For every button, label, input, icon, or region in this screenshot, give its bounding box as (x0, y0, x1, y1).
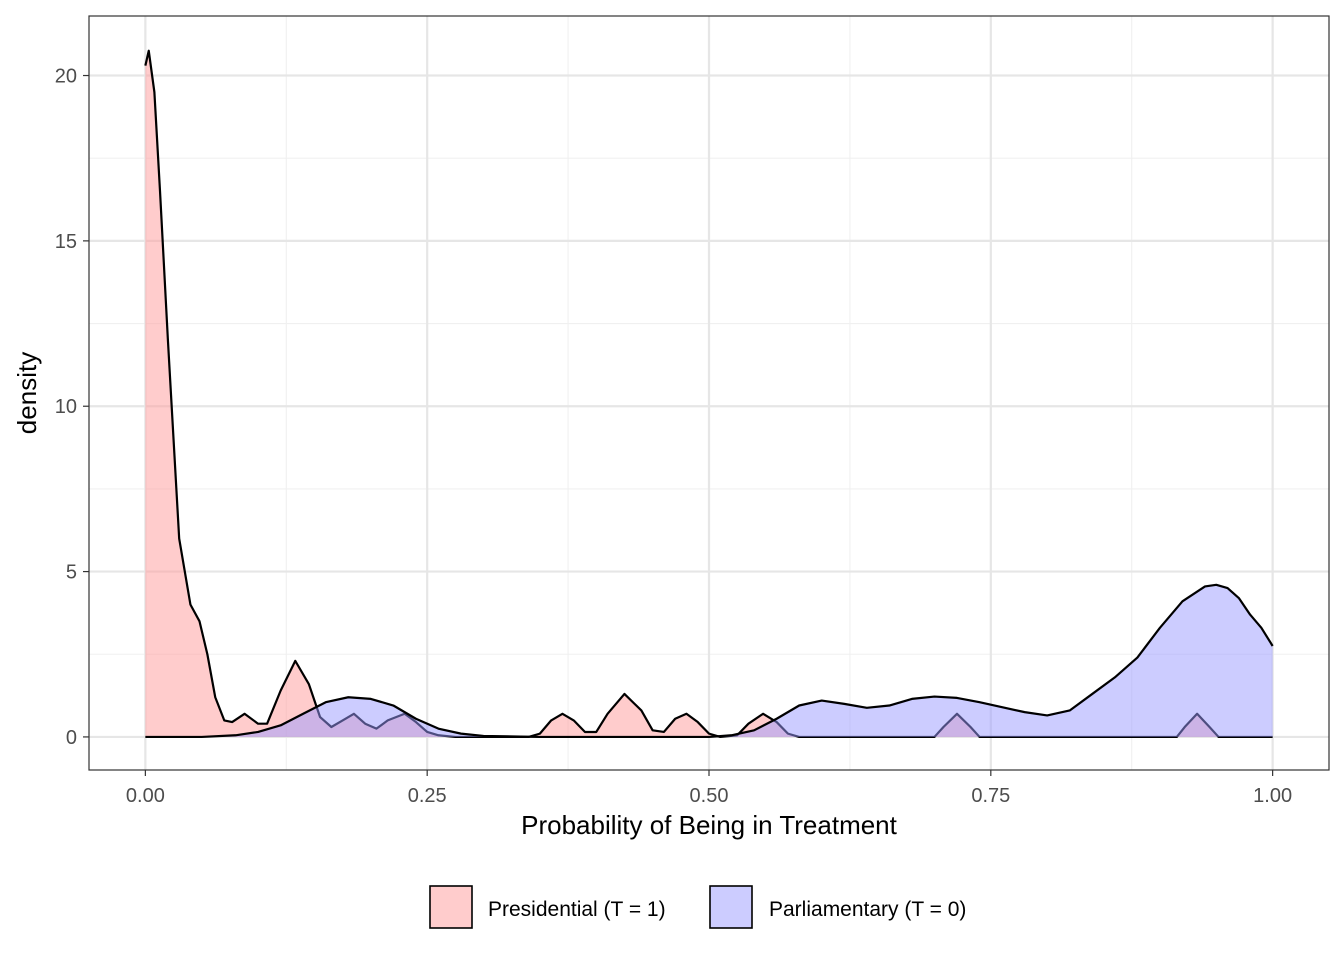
density-area-parliamentary (145, 584, 1273, 737)
legend-key-presidential (429, 885, 473, 929)
y-tick-label: 10 (55, 396, 77, 418)
y-tick-label: 5 (66, 562, 77, 584)
y-tick-label: 0 (66, 727, 77, 749)
y-axis-title: density (12, 352, 42, 434)
axis-ticks: 0.00 0.25 0.50 0.75 1.00 0 5 10 15 20 (55, 66, 1292, 807)
y-tick-label: 15 (55, 231, 77, 253)
legend-key-parliamentary (709, 885, 753, 929)
x-tick-label: 0.50 (690, 785, 729, 807)
legend-label-presidential: Presidential (T = 1) (488, 898, 666, 921)
grid-lines (89, 16, 1329, 770)
x-tick-label: 0.25 (408, 785, 447, 807)
x-tick-label: 1.00 (1253, 785, 1292, 807)
x-axis-title: Probability of Being in Treatment (521, 810, 898, 840)
density-areas (144, 49, 1274, 739)
y-tick-label: 20 (55, 66, 77, 88)
x-tick-label: 0.00 (126, 785, 165, 807)
x-tick-label: 0.75 (971, 785, 1010, 807)
legend: Presidential (T = 1) Parliamentary (T = … (429, 885, 966, 929)
legend-label-parliamentary: Parliamentary (T = 0) (769, 898, 966, 921)
density-line-parliamentary (145, 583, 1274, 739)
